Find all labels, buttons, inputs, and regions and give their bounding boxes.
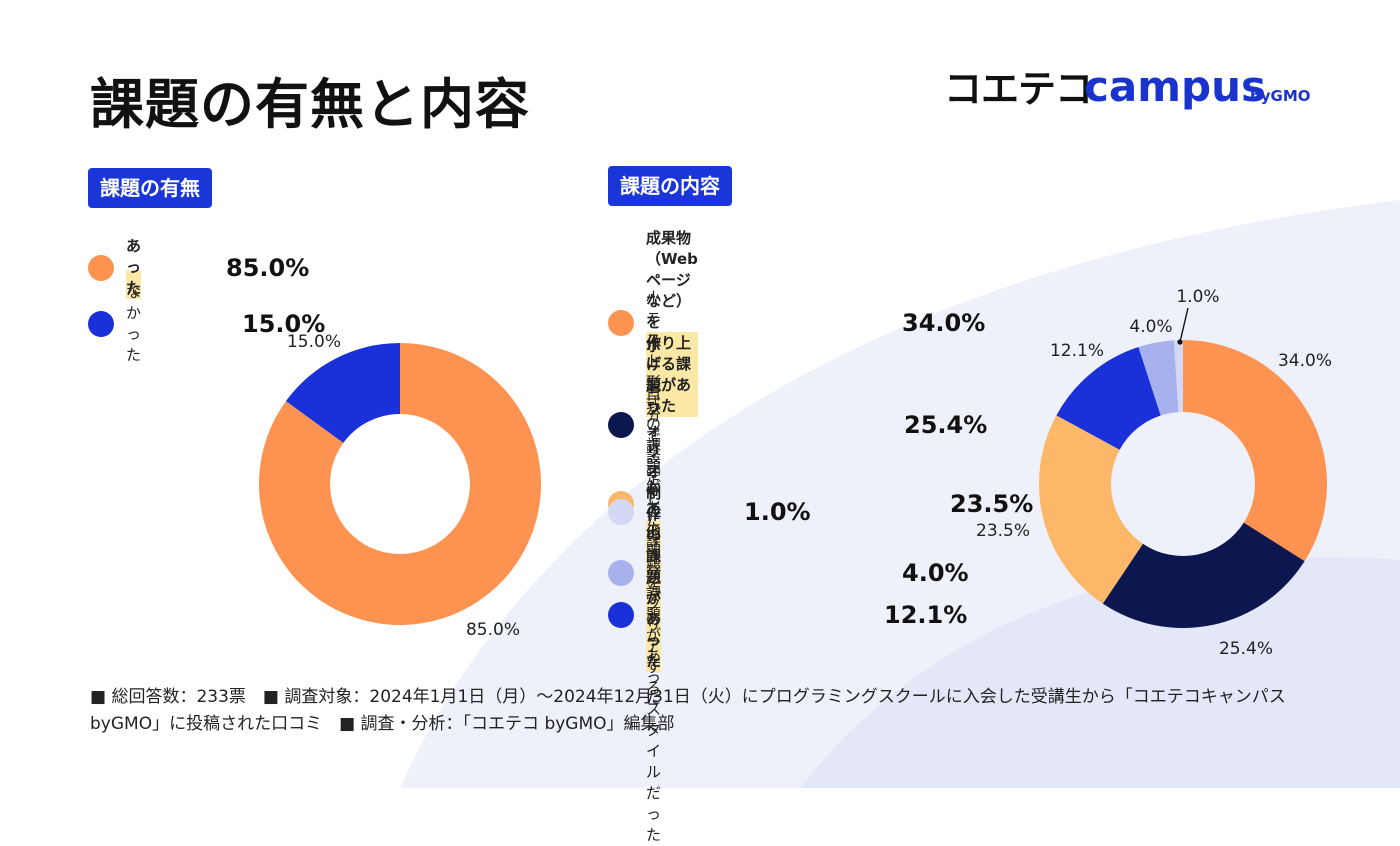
- donut-slice: [1102, 522, 1305, 628]
- donut-slice: [1138, 340, 1179, 416]
- legend-label: ポートフォリオ制作の課題があった: [646, 336, 662, 672]
- legend-item: あった 85.0%: [88, 236, 309, 299]
- legend-swatch: [608, 411, 634, 438]
- slice-label: 1.0%: [1176, 287, 1219, 307]
- slice-label: 12.1%: [1050, 341, 1104, 361]
- legend-label: あった: [126, 236, 142, 299]
- donut-slice: [285, 343, 400, 443]
- legend-value: 25.4%: [904, 410, 988, 439]
- slice-label: 23.5%: [976, 521, 1030, 541]
- background-wave-dark: [800, 556, 1400, 788]
- donut-slice: [1056, 347, 1161, 450]
- legend-value: 15.0%: [242, 310, 326, 338]
- donut-chart-presence: 85.0% 15.0%: [258, 332, 541, 640]
- legend-item: ポートフォリオ制作の課題があった 23.5%: [608, 336, 1033, 672]
- donut-chart-content: 34.0% 25.4% 23.5% 12.1% 4.0%1.0%: [976, 287, 1332, 659]
- legend-swatch: [88, 311, 114, 337]
- legend-value: 1.0%: [744, 497, 811, 526]
- legend-label: なかった: [126, 283, 142, 364]
- slice-label: 15.0%: [287, 332, 341, 352]
- chart-title-presence: 課題の有無: [88, 168, 212, 208]
- legend-value: 85.0%: [226, 253, 310, 282]
- legend-swatch: [88, 254, 114, 281]
- legend-swatch: [608, 602, 634, 628]
- donut-slice: [1039, 415, 1143, 604]
- page-title: 課題の有無と内容: [90, 73, 530, 136]
- legend-value: 4.0%: [902, 558, 969, 587]
- donut-slice: [1183, 340, 1327, 562]
- donut-slice: [258, 343, 541, 625]
- chart-title-content: 課題の内容: [608, 166, 732, 206]
- legend-value: 12.1%: [884, 601, 968, 629]
- legend-item: その他 1.0%: [608, 480, 811, 543]
- legend-value: 23.5%: [950, 490, 1034, 518]
- slice-label: 34.0%: [1278, 351, 1332, 371]
- legend-item: なかった 15.0%: [88, 282, 325, 366]
- legend-item: 自分で設定した課題を クリアするスタイルだった 12.1%: [608, 384, 967, 846]
- slice-label: 4.0%: [1129, 317, 1172, 337]
- legend-swatch: [608, 498, 634, 525]
- brand-logo: コエテコ campus byGMO: [944, 62, 1334, 114]
- leader-line: [1179, 307, 1189, 343]
- legend-value: 34.0%: [902, 308, 986, 337]
- legend-swatch: [608, 559, 634, 586]
- logo-text-by: byGMO: [1250, 87, 1311, 105]
- leader-dot: [1177, 339, 1183, 345]
- slice-label: 25.4%: [1219, 639, 1273, 659]
- logo-text-ja: コエテコ: [944, 67, 1093, 111]
- legend-label: 自分で設定した課題を クリアするスタイルだった: [646, 385, 662, 844]
- logo-text-en: campus: [1084, 62, 1266, 111]
- legend-label: チームでの開発課題があった: [646, 437, 662, 707]
- slice-label: 85.0%: [466, 620, 520, 640]
- legend-item: チームでの開発課題があった 4.0%: [608, 436, 969, 709]
- donut-slice: [1173, 340, 1183, 413]
- legend-swatch: [608, 309, 634, 336]
- footnote: ■ 総回答数：233票 ■ 調査対象：2024年1月1日（月）〜2024年12月…: [90, 687, 1286, 734]
- legend-label: その他: [646, 481, 662, 541]
